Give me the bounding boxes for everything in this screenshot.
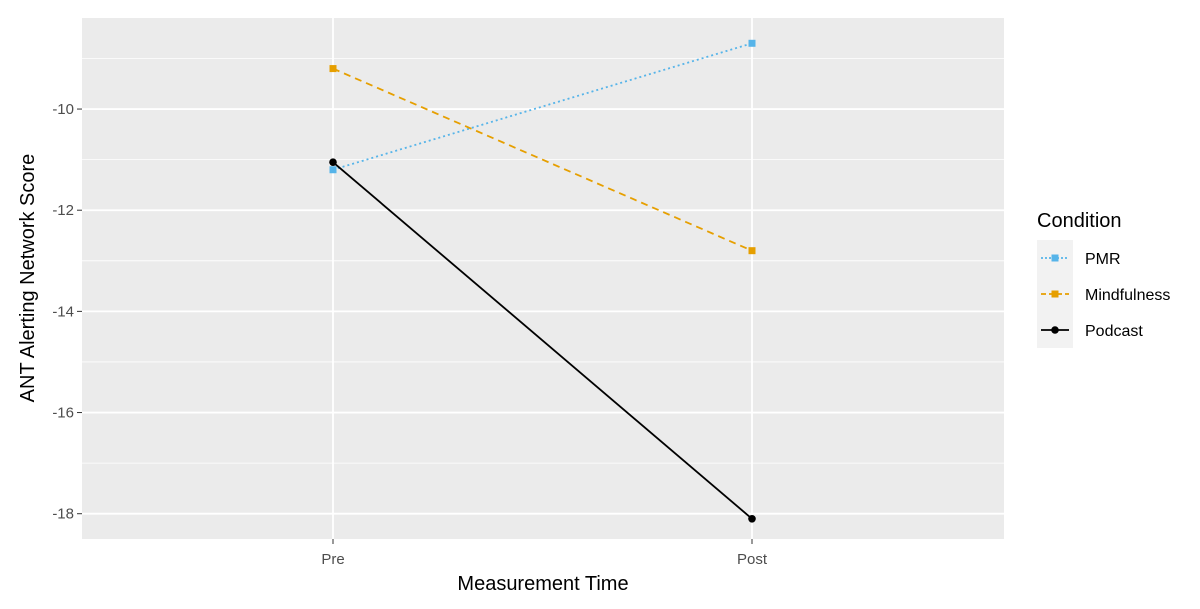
series-line-podcast [332,161,753,520]
x-axis: Pre Post [321,539,768,568]
series-line-mindfulness [332,67,753,252]
legend-marker-mindfulness [1051,290,1059,298]
data-point-podcast [329,158,337,166]
plot-panel [82,18,1004,539]
series-layer [329,39,756,523]
data-point-mindfulness [329,65,337,73]
y-tick-label: -10 [52,101,74,118]
y-tick-label: -14 [52,303,74,320]
data-point-pmr [748,39,756,47]
legend: Condition PMR Mindfulness Podcast [1037,210,1170,348]
legend-label-podcast: Podcast [1085,323,1143,340]
legend-marker-pmr [1051,254,1059,262]
legend-label-pmr: PMR [1085,251,1121,268]
y-tick-label: -16 [52,405,74,422]
y-axis: -10 -12 -14 -16 -18 [52,101,82,523]
legend-title: Condition [1037,210,1122,232]
data-point-pmr [329,166,337,174]
data-point-podcast [748,514,756,523]
data-point-mindfulness [748,247,756,255]
minor-gridlines [82,58,1004,464]
y-tick-label: -18 [52,506,74,523]
legend-label-mindfulness: Mindfulness [1085,287,1170,304]
x-axis-title: Measurement Time [457,573,628,595]
y-axis-title: ANT Alerting Network Score [17,154,39,403]
x-tick-label: Post [737,551,768,568]
x-tick-label: Pre [321,551,344,568]
y-tick-label: -12 [52,202,74,219]
legend-marker-podcast [1051,326,1059,334]
major-gridlines [82,18,1004,539]
